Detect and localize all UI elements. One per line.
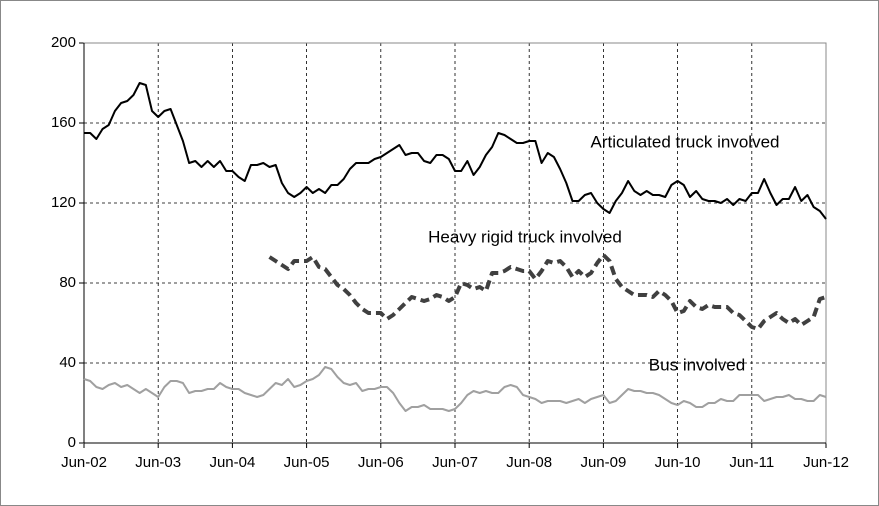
series-label: Articulated truck involved (591, 132, 780, 151)
series-line (83, 366, 827, 412)
series-label: Bus involved (649, 355, 745, 374)
x-tick-label: Jun-07 (432, 454, 478, 471)
series-label: Heavy rigid truck involved (428, 227, 622, 246)
x-tick-label: Jun-08 (506, 454, 552, 471)
x-tick-label: Jun-09 (580, 454, 626, 471)
y-tick-label: 80 (59, 274, 76, 291)
y-tick-label: 120 (51, 194, 76, 211)
series-line (84, 82, 827, 220)
x-tick-label: Jun-03 (135, 454, 181, 471)
x-tick-label: Jun-12 (803, 454, 849, 471)
x-tick-label: Jun-10 (655, 454, 701, 471)
x-tick-label: Jun-06 (358, 454, 404, 471)
y-tick-label: 0 (68, 434, 76, 451)
x-tick-label: Jun-11 (729, 454, 774, 471)
x-tick-label: Jun-02 (61, 454, 107, 471)
x-tick-label: Jun-05 (284, 454, 330, 471)
series-line (268, 253, 827, 331)
y-tick-label: 40 (59, 354, 76, 371)
y-tick-label: 200 (51, 34, 76, 51)
x-tick-label: Jun-04 (209, 454, 255, 471)
y-tick-label: 160 (51, 114, 76, 131)
